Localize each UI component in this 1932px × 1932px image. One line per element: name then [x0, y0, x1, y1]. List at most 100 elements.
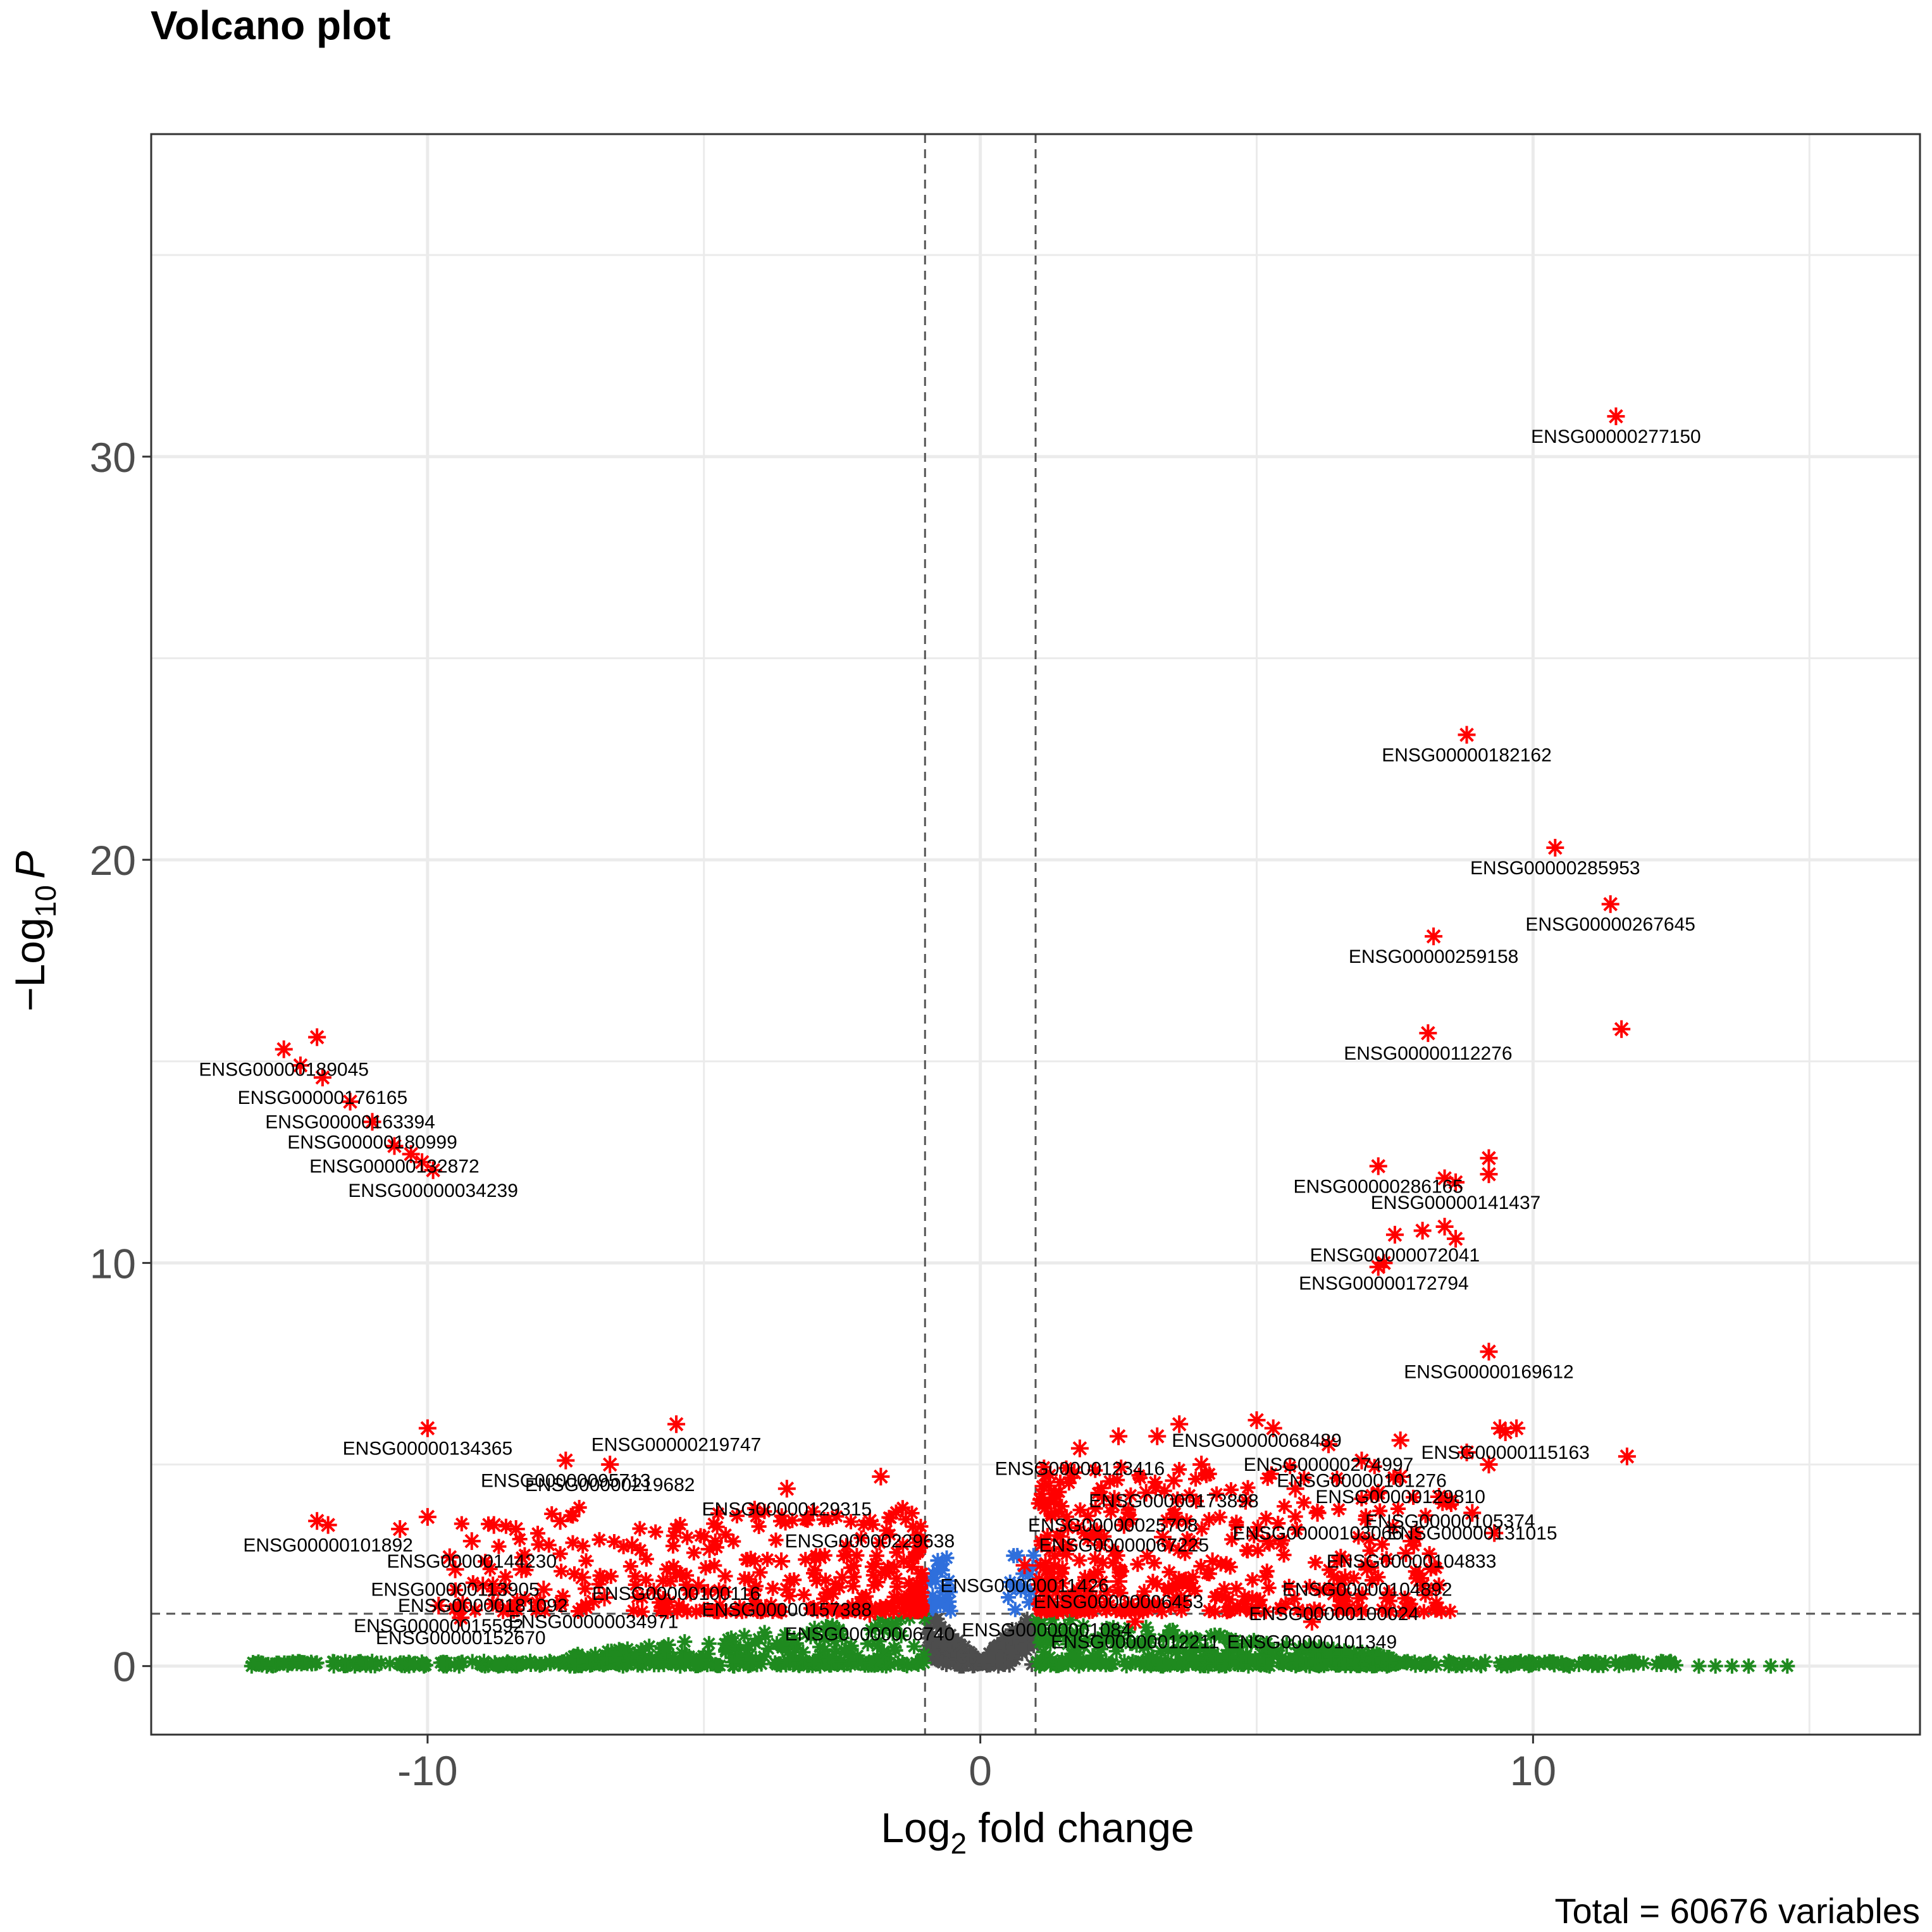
x-tick-label: 10: [1510, 1747, 1556, 1794]
fc-only-point: [868, 1653, 884, 1669]
significant-point: [1148, 1427, 1167, 1446]
fc-only-point: [836, 1644, 852, 1660]
labeled-point: [1015, 1556, 1034, 1575]
significant-point: [740, 1552, 755, 1568]
fc-only-point: [1298, 1657, 1314, 1673]
fc-only-point: [642, 1652, 658, 1668]
labeled-point: [777, 1480, 796, 1498]
fc-only-point: [567, 1658, 583, 1674]
fc-only-point: [1616, 1656, 1632, 1671]
significant-point: [679, 1530, 695, 1545]
significant-point: [913, 1566, 929, 1582]
labeled-point: [1546, 838, 1564, 857]
significant-point: [868, 1556, 884, 1572]
fc-only-point: [1576, 1654, 1592, 1670]
fc-only-point: [1707, 1658, 1723, 1674]
significant-point: [623, 1536, 641, 1554]
gene-label: ENSG00000259158: [1349, 946, 1519, 967]
significant-point: [1149, 1576, 1165, 1592]
labeled-point: [1248, 1411, 1266, 1429]
labeled-point: [1425, 927, 1443, 946]
labeled-point: [557, 1451, 575, 1470]
x-tick-label: 0: [969, 1747, 992, 1794]
significant-point: [591, 1532, 607, 1547]
fc-only-point: [717, 1636, 733, 1652]
significant-point: [1613, 1020, 1631, 1038]
fc-only-point: [1441, 1654, 1457, 1669]
labeled-point: [1480, 1342, 1498, 1361]
significant-point: [1208, 1588, 1224, 1604]
significant-point: [606, 1534, 622, 1550]
p-only-point: [1001, 1590, 1017, 1606]
significant-point: [1277, 1499, 1292, 1514]
fc-only-point: [760, 1641, 776, 1657]
significant-point: [1244, 1572, 1260, 1588]
significant-point: [1261, 1580, 1277, 1596]
significant-point: [571, 1499, 587, 1515]
p-only-point: [943, 1603, 958, 1619]
significant-point: [1037, 1495, 1053, 1511]
significant-point: [1391, 1431, 1409, 1449]
labeled-point: [462, 1532, 481, 1551]
significant-point: [1480, 1149, 1498, 1167]
fc-only-point: [507, 1657, 523, 1673]
labeled-point: [1369, 1157, 1387, 1175]
ns-point: [946, 1633, 962, 1649]
fc-only-point: [1072, 1654, 1088, 1669]
gene-label: ENSG00000132872: [309, 1156, 480, 1177]
gene-label: ENSG00000219747: [591, 1434, 762, 1455]
data-points: [244, 407, 1795, 1674]
significant-point: [872, 1468, 890, 1486]
significant-point: [1222, 1559, 1238, 1575]
labeled-point: [319, 1516, 337, 1534]
fc-only-point: [472, 1656, 488, 1672]
ns-point: [932, 1636, 948, 1652]
labeled-point: [1458, 726, 1476, 744]
fc-only-point: [1407, 1654, 1423, 1670]
fc-only-point: [660, 1637, 676, 1652]
ns-point: [1019, 1636, 1034, 1652]
fc-only-point: [1780, 1658, 1795, 1674]
significant-point: [632, 1521, 648, 1537]
fc-only-point: [1222, 1650, 1237, 1666]
fc-only-point: [1554, 1655, 1570, 1671]
ns-point: [986, 1640, 1002, 1656]
significant-point: [1240, 1543, 1256, 1559]
gene-label: ENSG00000173898: [1089, 1491, 1259, 1512]
fc-only-point: [523, 1654, 538, 1669]
fc-only-point: [1208, 1656, 1223, 1671]
significant-point: [565, 1535, 581, 1551]
y-tick-label: 0: [113, 1644, 136, 1690]
gene-label: ENSG00000267645: [1525, 914, 1695, 935]
significant-point: [1201, 1602, 1217, 1618]
p-only-point: [932, 1597, 948, 1613]
gene-label: ENSG00000067225: [1039, 1535, 1210, 1556]
fc-only-point: [888, 1642, 903, 1658]
fc-only-point: [1741, 1658, 1757, 1674]
significant-point: [866, 1578, 882, 1594]
gene-label: ENSG00000141437: [1371, 1192, 1541, 1213]
significant-point: [573, 1568, 591, 1587]
gene-label: ENSG00000163394: [265, 1112, 435, 1132]
fc-only-point: [1507, 1655, 1523, 1671]
fc-only-point: [439, 1654, 455, 1670]
significant-point: [454, 1516, 469, 1532]
fc-only-point: [736, 1628, 752, 1644]
gene-label: ENSG00000169612: [1404, 1362, 1574, 1383]
labeled-point: [1607, 407, 1625, 426]
p-only-point: [1007, 1602, 1023, 1618]
significant-point: [1220, 1602, 1236, 1618]
fc-only-point: [1473, 1656, 1489, 1672]
significant-point: [1188, 1471, 1204, 1487]
gene-label: ENSG00000277150: [1531, 426, 1701, 447]
fc-only-point: [779, 1652, 795, 1668]
fc-only-point: [1525, 1654, 1540, 1670]
significant-point: [760, 1551, 776, 1567]
gene-label: ENSG00000034239: [348, 1180, 518, 1201]
gene-label: ENSG00000103066: [1232, 1523, 1403, 1544]
caption-total: Total = 60676 variables: [1555, 1891, 1921, 1931]
significant-point: [485, 1516, 503, 1534]
fc-only-point: [402, 1655, 418, 1671]
